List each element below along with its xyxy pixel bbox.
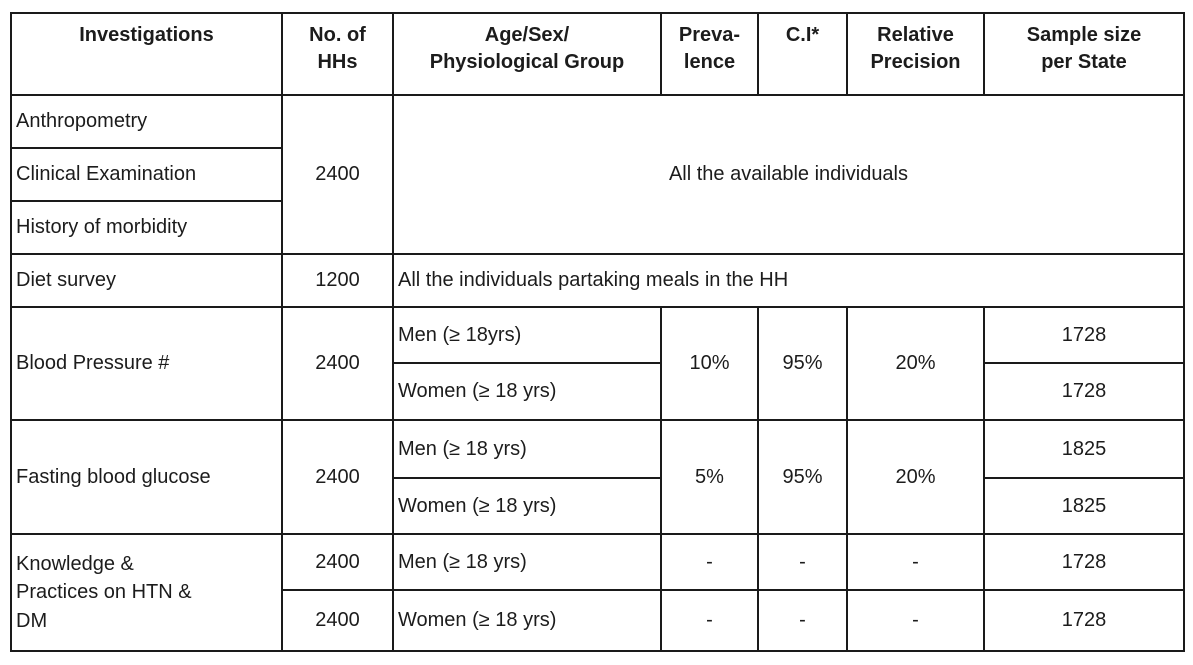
- row-fasting-blood-glucose-men: Fasting blood glucose 2400 Men (≥ 18 yrs…: [10, 419, 1185, 535]
- row-diet-survey: Diet survey 1200 All the individuals par…: [10, 253, 1185, 308]
- cell-prevalence-fasting-blood-glucose: 5%: [660, 419, 759, 535]
- cell-group-knowledge-practices-women: Women (≥ 18 yrs): [392, 589, 662, 652]
- sampling-design-table: Investigations No. of HHs Age/Sex/ Physi…: [10, 12, 1185, 652]
- row-history-of-morbidity: History of morbidity: [10, 200, 1184, 255]
- col-header-age-sex-group: Age/Sex/ Physiological Group: [392, 12, 662, 96]
- cell-sample-size-blood-pressure-women: 1728: [983, 362, 1185, 421]
- cell-group-fasting-blood-glucose-women: Women (≥ 18 yrs): [392, 477, 662, 535]
- cell-investigation-knowledge-practices: Knowledge & Practices on HTN & DM: [10, 533, 283, 652]
- cell-relative-precision-blood-pressure: 20%: [846, 306, 985, 421]
- cell-investigation-blood-pressure: Blood Pressure #: [10, 306, 283, 421]
- cell-ci-knowledge-practices-men: -: [757, 533, 848, 591]
- cell-investigation-diet-survey: Diet survey: [10, 253, 283, 308]
- cell-relative-precision-knowledge-practices-men: -: [846, 533, 985, 591]
- cell-hhs-knowledge-practices-men: 2400: [281, 533, 394, 591]
- col-header-prevalence: Preva- lence: [660, 12, 759, 96]
- cell-hhs-knowledge-practices-women: 2400: [281, 589, 394, 652]
- cell-relative-precision-fasting-blood-glucose: 20%: [846, 419, 985, 535]
- row-anthropometry: Anthropometry 2400 All the available ind…: [10, 94, 1185, 255]
- row-blood-pressure-women: Women (≥ 18 yrs) 1728: [11, 362, 1185, 421]
- cell-investigation-clinical-examination: Clinical Examination: [10, 147, 283, 202]
- cell-sample-size-blood-pressure-men: 1728: [983, 306, 1185, 364]
- cell-sample-size-fasting-blood-glucose-men: 1825: [983, 419, 1185, 479]
- cell-note-individuals-partaking-meals: All the individuals partaking meals in t…: [392, 253, 1185, 308]
- row-knowledge-practices-men: Knowledge & Practices on HTN & DM 2400 M…: [10, 533, 1185, 652]
- cell-sample-size-fasting-blood-glucose-women: 1825: [983, 477, 1185, 535]
- cell-hhs-fasting-blood-glucose: 2400: [281, 419, 394, 535]
- cell-investigation-anthropometry: Anthropometry: [10, 94, 283, 149]
- cell-group-knowledge-practices-men: Men (≥ 18 yrs): [392, 533, 662, 591]
- row-knowledge-practices-women: 2400 Women (≥ 18 yrs) - - - 1728: [11, 589, 1185, 652]
- cell-prevalence-blood-pressure: 10%: [660, 306, 759, 421]
- cell-group-fasting-blood-glucose-men: Men (≥ 18 yrs): [392, 419, 662, 479]
- row-clinical-examination: Clinical Examination: [10, 147, 1184, 202]
- row-fasting-blood-glucose-women: Women (≥ 18 yrs) 1825: [11, 477, 1185, 535]
- cell-hhs-blood-pressure: 2400: [281, 306, 394, 421]
- cell-prevalence-knowledge-practices-women: -: [660, 589, 759, 652]
- cell-investigation-fasting-blood-glucose: Fasting blood glucose: [10, 419, 283, 535]
- table-header-row: Investigations No. of HHs Age/Sex/ Physi…: [10, 12, 1185, 96]
- cell-group-blood-pressure-women: Women (≥ 18 yrs): [392, 362, 662, 421]
- cell-note-all-available-individuals: All the available individuals: [392, 94, 1185, 255]
- cell-hhs-diet-survey: 1200: [281, 253, 394, 308]
- col-header-relative-precision: Relative Precision: [846, 12, 985, 96]
- cell-prevalence-knowledge-practices-men: -: [660, 533, 759, 591]
- cell-investigation-history-of-morbidity: History of morbidity: [10, 200, 283, 255]
- row-blood-pressure-men: Blood Pressure # 2400 Men (≥ 18yrs) 10% …: [10, 306, 1185, 421]
- cell-ci-knowledge-practices-women: -: [757, 589, 848, 652]
- cell-ci-blood-pressure: 95%: [757, 306, 848, 421]
- cell-hhs-anthropometry-block: 2400: [281, 94, 394, 255]
- col-header-no-of-hhs: No. of HHs: [281, 12, 394, 96]
- cell-sample-size-knowledge-practices-women: 1728: [983, 589, 1185, 652]
- cell-group-blood-pressure-men: Men (≥ 18yrs): [392, 306, 662, 364]
- col-header-sample-size: Sample size per State: [983, 12, 1185, 96]
- col-header-investigations: Investigations: [10, 12, 283, 96]
- cell-sample-size-knowledge-practices-men: 1728: [983, 533, 1185, 591]
- col-header-ci: C.I*: [757, 12, 848, 96]
- cell-relative-precision-knowledge-practices-women: -: [846, 589, 985, 652]
- cell-ci-fasting-blood-glucose: 95%: [757, 419, 848, 535]
